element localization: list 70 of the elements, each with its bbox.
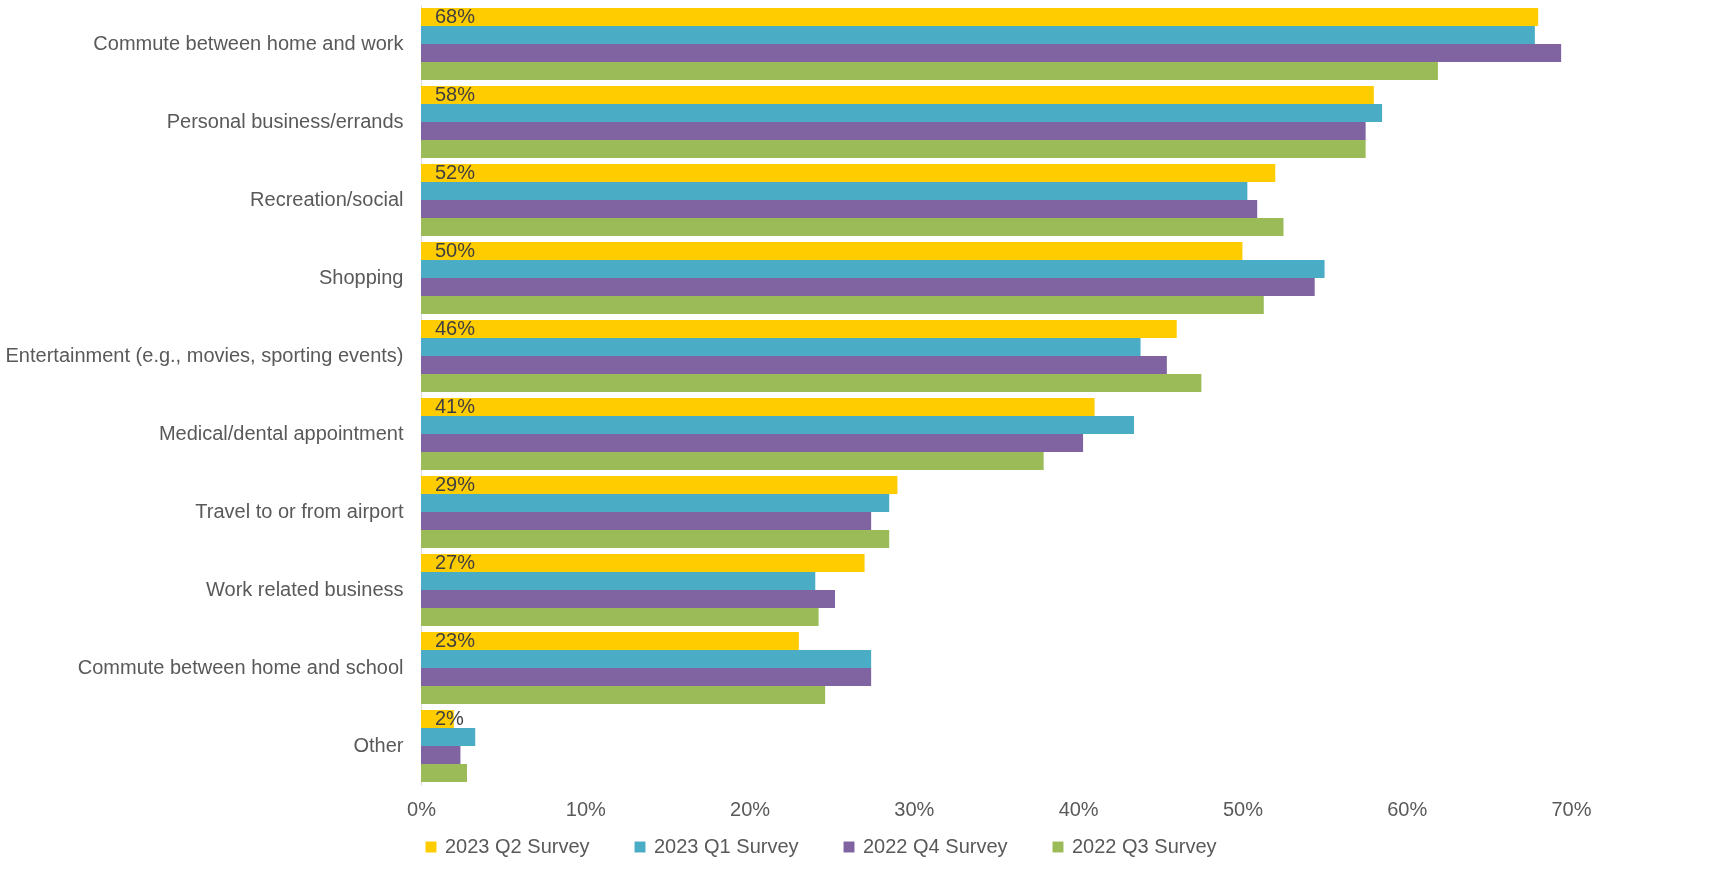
bar <box>421 26 1535 44</box>
y-tick-label: Entertainment (e.g., movies, sporting events) <box>5 344 404 366</box>
data-label: 23% <box>435 629 476 652</box>
x-tick-label: 60% <box>1387 797 1428 820</box>
bar <box>421 373 1202 392</box>
legend-label: 2022 Q3 Survey <box>1072 835 1217 857</box>
data-label: 41% <box>435 395 476 418</box>
bar <box>421 139 1366 158</box>
bar <box>421 86 1374 105</box>
data-label: 29% <box>435 473 476 496</box>
bar <box>421 685 826 704</box>
bar <box>421 8 1539 27</box>
bar <box>421 104 1383 122</box>
data-label: 46% <box>435 317 476 340</box>
y-tick-label: Work related business <box>206 578 404 600</box>
bar <box>421 476 898 495</box>
y-tick-label: Recreation/social <box>250 188 404 210</box>
y-tick-label: Personal business/errands <box>166 110 404 132</box>
bar <box>421 632 799 651</box>
y-tick-label: Shopping <box>318 266 404 288</box>
x-tick-label: 30% <box>894 797 935 820</box>
bar <box>421 434 1084 452</box>
bar <box>421 763 467 782</box>
bar <box>421 529 890 548</box>
data-label: 50% <box>435 239 476 262</box>
bar <box>421 320 1177 339</box>
y-tick-label: Travel to or from airport <box>195 500 404 522</box>
bar <box>421 295 1264 314</box>
bar <box>421 242 1243 261</box>
bar <box>421 650 872 668</box>
bar <box>421 182 1248 200</box>
y-tick-label: Commute between home and work <box>93 32 405 54</box>
bar <box>421 278 1315 296</box>
bar <box>421 494 890 512</box>
bar <box>421 217 1284 236</box>
bar <box>421 260 1325 278</box>
data-label: 52% <box>435 161 476 184</box>
bar <box>421 590 835 608</box>
data-label: 68% <box>435 5 476 28</box>
bar <box>421 398 1095 417</box>
bar <box>421 746 461 764</box>
x-tick-label: 50% <box>1222 797 1264 820</box>
bar <box>421 728 476 746</box>
bar <box>421 44 1562 62</box>
bar <box>421 554 865 573</box>
legend-label: 2023 Q1 Survey <box>654 835 799 857</box>
x-tick-label: 40% <box>1058 797 1099 820</box>
bar <box>421 416 1134 434</box>
x-tick-label: 20% <box>730 797 771 820</box>
bar <box>421 512 872 530</box>
data-label: 58% <box>435 83 476 106</box>
bar <box>421 572 816 590</box>
legend-label: 2022 Q4 Survey <box>863 835 1008 857</box>
bar <box>421 338 1141 356</box>
bar <box>421 122 1366 140</box>
bar <box>421 607 819 626</box>
y-tick-label: Commute between home and school <box>77 656 404 678</box>
bar <box>421 356 1167 374</box>
y-tick-label: Medical/dental appointment <box>158 422 404 444</box>
data-label: 27% <box>435 551 476 574</box>
x-tick-label: 70% <box>1551 797 1592 820</box>
bar <box>421 200 1258 218</box>
x-tick-label: 0% <box>407 797 437 820</box>
bar <box>421 451 1044 470</box>
legend-label: 2023 Q2 Survey <box>445 835 590 857</box>
bar <box>421 61 1438 80</box>
bar <box>421 668 872 686</box>
bar <box>421 164 1276 183</box>
y-tick-label: Other <box>353 734 404 756</box>
x-tick-label: 10% <box>565 797 607 820</box>
